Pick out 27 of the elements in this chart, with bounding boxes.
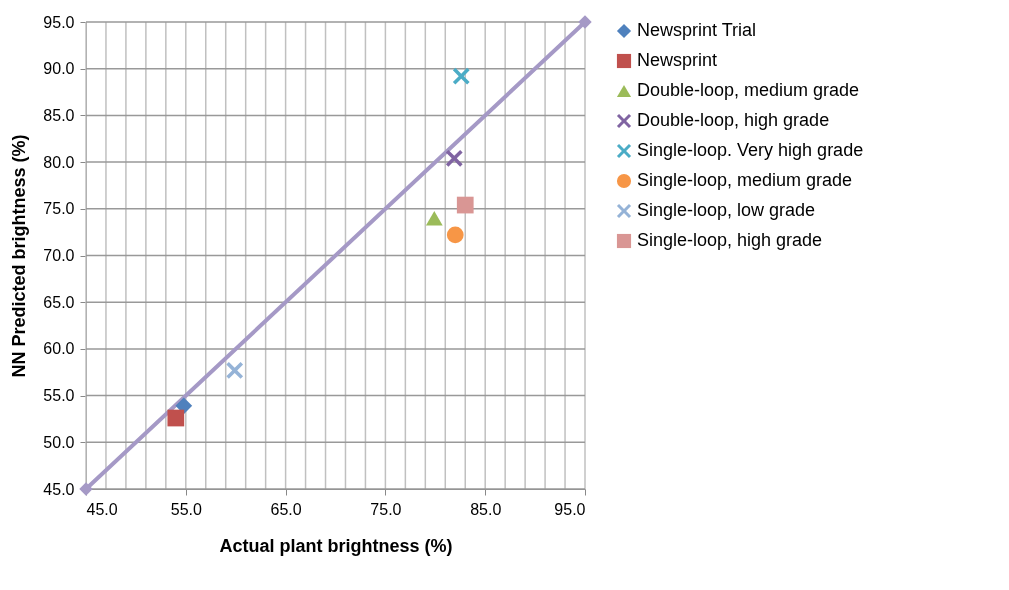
legend-label: Single-loop. Very high grade (637, 140, 864, 160)
y-tick-label: 90.0 (43, 60, 75, 78)
y-tick-label: 45.0 (43, 480, 75, 498)
legend-label: Newsprint Trial (637, 20, 757, 40)
x-tick-label: 45.0 (86, 500, 118, 518)
x-tick-label: 95.0 (554, 500, 586, 518)
y-tick-label: 70.0 (43, 247, 75, 264)
y-tick-label: 75.0 (43, 200, 75, 218)
legend-label: Single-loop, high grade (637, 230, 823, 250)
y-tick-label: 60.0 (43, 340, 75, 358)
y-tick-label: 55.0 (43, 387, 75, 405)
legend-label: Double-loop, medium grade (637, 80, 860, 100)
x-tick-label: 75.0 (370, 500, 402, 518)
y-tick-label: 50.0 (43, 433, 75, 451)
y-tick-label: 65.0 (43, 293, 75, 311)
y-axis-title: NN Predicted brightness (%) (9, 134, 30, 378)
x-tick-label: 65.0 (270, 500, 302, 518)
y-tick-label: 85.0 (43, 106, 75, 124)
y-tick-label: 80.0 (43, 153, 75, 171)
legend-label: Newsprint (637, 50, 718, 70)
legend-label: Single-loop, medium grade (637, 170, 853, 190)
x-tick-label: 85.0 (470, 500, 502, 518)
legend-label: Single-loop, low grade (637, 200, 816, 220)
x-axis-title: Actual plant brightness (%) (219, 535, 453, 556)
legend-label: Double-loop, high grade (637, 110, 830, 130)
x-tick-label: 55.0 (170, 500, 202, 518)
y-tick-label: 95.0 (43, 13, 75, 31)
